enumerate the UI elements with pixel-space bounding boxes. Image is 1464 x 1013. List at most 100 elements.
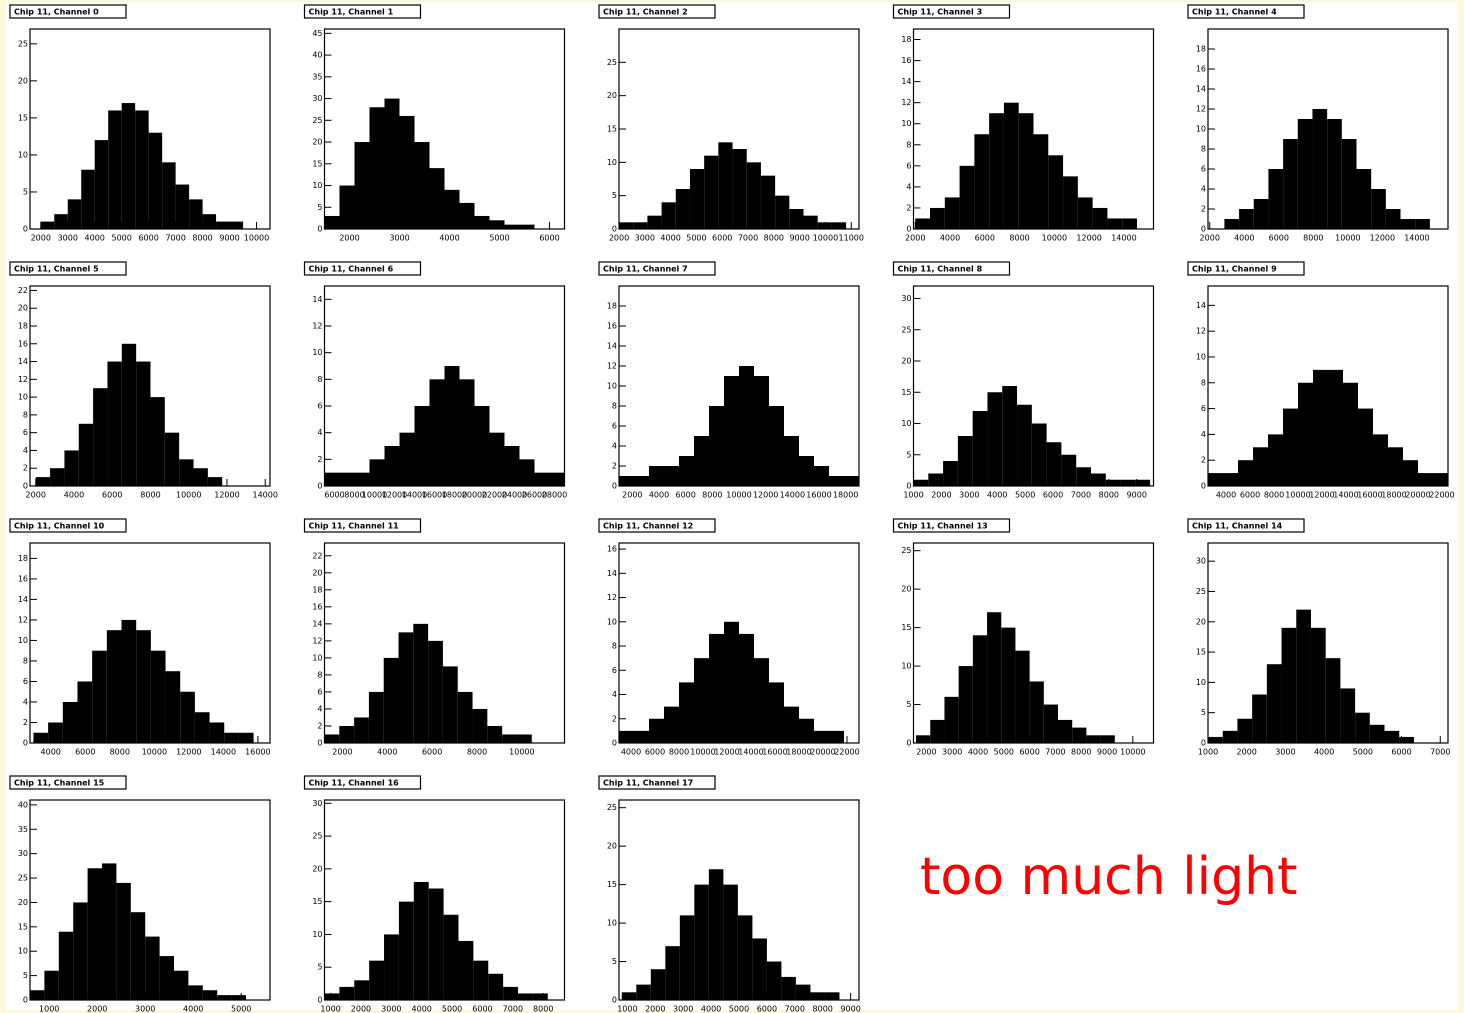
histogram-bar [231, 995, 246, 1000]
y-tick-label: 12 [1196, 327, 1206, 336]
title-box [303, 261, 422, 276]
x-tick-label: 10000 [1285, 491, 1310, 500]
x-tick-label: 10000 [1335, 234, 1360, 243]
x-tick-label: 4000 [649, 491, 669, 500]
histogram-bar [121, 343, 137, 486]
x-tick-label: 8000 [140, 491, 160, 500]
x-tick-label: 8000 [813, 1005, 833, 1013]
y-tick-label: 2 [1201, 205, 1206, 214]
histogram-bar [40, 221, 55, 229]
y-tick-label: 25 [18, 874, 28, 883]
histogram-bar [1385, 209, 1401, 229]
histogram-bar [1384, 730, 1400, 743]
histogram-bar [1072, 727, 1087, 743]
x-tick-label: 3000 [673, 1005, 693, 1013]
histogram-bar [398, 901, 414, 1000]
histogram-bar [368, 691, 384, 743]
x-tick-label: 9000 [1127, 491, 1147, 500]
y-tick-label: 25 [901, 546, 911, 555]
histogram-bar [724, 376, 739, 486]
y-tick-label: 8 [23, 410, 28, 419]
x-tick-label: 4000 [439, 234, 459, 243]
histogram-bar [769, 682, 784, 743]
chart-title: Chip 11, Channel 3 [898, 8, 983, 17]
x-tick-label: 16000 [806, 491, 831, 500]
histogram-bar [1048, 155, 1064, 229]
x-tick-label: 6000 [472, 1005, 492, 1013]
x-tick-label: 5000 [231, 1005, 251, 1013]
histogram-bar [534, 472, 550, 486]
y-tick-label: 5 [1201, 708, 1206, 717]
x-tick-label: 2000 [609, 234, 629, 243]
y-tick-label: 5 [317, 963, 322, 972]
y-tick-label: 18 [1196, 45, 1206, 54]
histogram-bar [30, 990, 45, 1000]
x-tick-label: 12000 [214, 491, 239, 500]
y-tick-label: 40 [18, 800, 28, 809]
histogram-bar [1061, 454, 1077, 486]
chart-title: Chip 11, Channel 8 [898, 265, 983, 274]
histogram-bar [150, 650, 166, 743]
y-tick-label: 6 [23, 428, 28, 437]
y-tick-label: 16 [901, 56, 911, 65]
title-box [303, 775, 422, 790]
histogram-bar [1388, 447, 1403, 486]
histogram-bar [502, 734, 517, 743]
y-tick-label: 15 [901, 623, 911, 632]
histogram-bar [443, 914, 459, 1000]
histogram-bar [384, 934, 399, 1000]
x-tick-label: 12000 [1309, 491, 1334, 500]
histogram-bar [760, 175, 776, 229]
x-tick-label: 10000 [509, 748, 534, 757]
y-tick-label: 0 [612, 225, 617, 234]
x-tick-label: 4000 [85, 234, 105, 243]
y-tick-label: 16 [607, 322, 617, 331]
histogram-bar [474, 406, 490, 486]
x-tick-label: 2000 [1237, 748, 1257, 757]
histogram-bar [194, 712, 210, 743]
x-tick-label: 6000 [1240, 491, 1260, 500]
x-tick-label: 4000 [1216, 491, 1236, 500]
histogram-bar [202, 214, 217, 229]
histogram-bar [1003, 102, 1019, 229]
title-box [9, 4, 127, 19]
histogram-bar [73, 902, 88, 1000]
x-tick-label: 8000 [110, 748, 130, 757]
y-tick-label: 20 [312, 864, 322, 873]
x-tick-label: 7000 [1045, 748, 1065, 757]
x-tick-label: 12000 [176, 748, 201, 757]
histogram-bar [649, 466, 664, 486]
y-tick-label: 35 [18, 825, 28, 834]
title-box [303, 4, 422, 19]
x-tick-label: 4000 [1314, 748, 1334, 757]
histogram-bar [781, 976, 796, 1000]
histogram-bar [1369, 724, 1385, 743]
y-tick-label: 10 [18, 636, 28, 645]
y-tick-label: 0 [23, 739, 28, 748]
histogram-bar [1208, 473, 1223, 486]
x-tick-label: 6000 [75, 748, 95, 757]
y-tick-label: 8 [23, 656, 28, 665]
histogram-bar [829, 730, 844, 743]
histogram-bar [664, 466, 679, 486]
x-tick-label: 3000 [1275, 748, 1295, 757]
histogram-bar [634, 730, 649, 743]
title-box [598, 775, 716, 790]
histogram-bar [429, 379, 445, 486]
x-tick-label: 7000 [165, 234, 185, 243]
y-tick-label: 30 [901, 294, 911, 303]
x-tick-label: 22000 [834, 748, 859, 757]
histogram-bar [458, 940, 474, 1000]
chart-title: Chip 11, Channel 14 [1192, 522, 1283, 531]
x-tick-label: 14000 [780, 491, 805, 500]
histogram-bar [694, 884, 709, 1000]
title-box [598, 518, 716, 533]
x-tick-label: 8000 [1264, 491, 1284, 500]
y-tick-label: 4 [23, 446, 28, 455]
histogram-bar [1086, 735, 1101, 743]
histogram-bar [694, 436, 709, 486]
x-tick-label: 14000 [738, 748, 763, 757]
histogram-bar [957, 436, 973, 486]
histogram-bar [1253, 447, 1268, 486]
y-tick-label: 15 [312, 159, 322, 168]
